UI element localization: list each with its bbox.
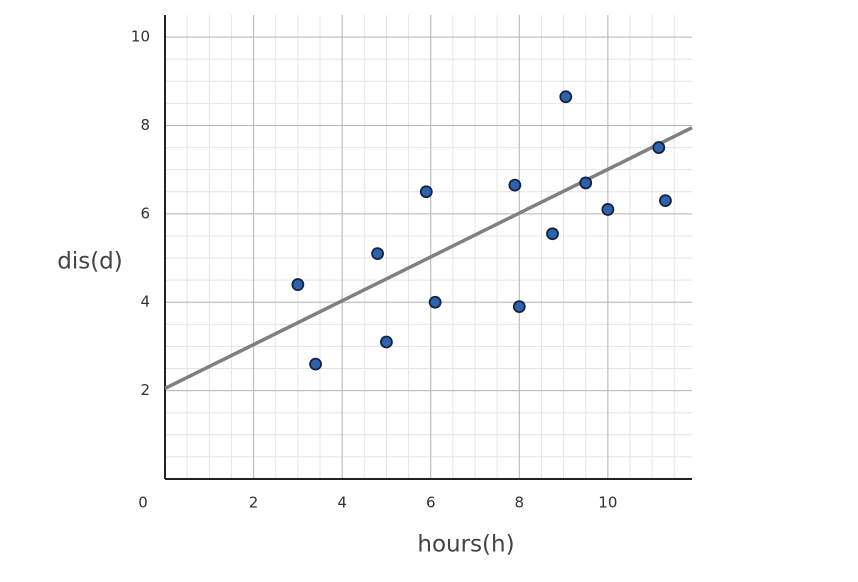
point xyxy=(380,335,393,349)
y-tick-label: 10 xyxy=(131,28,150,46)
x-tick-label: 0 xyxy=(138,494,148,512)
y-axis-title: dis(d) xyxy=(57,249,123,275)
point xyxy=(291,278,305,291)
point xyxy=(512,300,526,314)
y-tick-label: 6 xyxy=(140,204,150,222)
x-tick-label: 8 xyxy=(515,494,525,512)
x-axis-title: hours(h) xyxy=(417,532,514,558)
y-tick-label: 2 xyxy=(140,381,150,399)
x-tick-label: 6 xyxy=(426,494,436,512)
point xyxy=(309,357,322,371)
minor-grid xyxy=(165,15,692,479)
point xyxy=(546,227,559,241)
point xyxy=(659,194,672,208)
point xyxy=(419,185,433,199)
point xyxy=(652,141,666,154)
point xyxy=(508,178,522,192)
x-tick-label: 4 xyxy=(337,494,347,512)
point xyxy=(559,90,573,104)
point xyxy=(371,247,384,261)
y-tick-label: 8 xyxy=(140,116,150,134)
x-tick-label: 2 xyxy=(249,494,259,512)
y-tick-label: 4 xyxy=(140,293,150,311)
point xyxy=(579,176,593,190)
point xyxy=(428,295,442,309)
x-tick-label: 10 xyxy=(598,494,617,512)
point xyxy=(601,203,615,216)
major-grid xyxy=(165,15,692,479)
trend-line xyxy=(164,126,693,390)
